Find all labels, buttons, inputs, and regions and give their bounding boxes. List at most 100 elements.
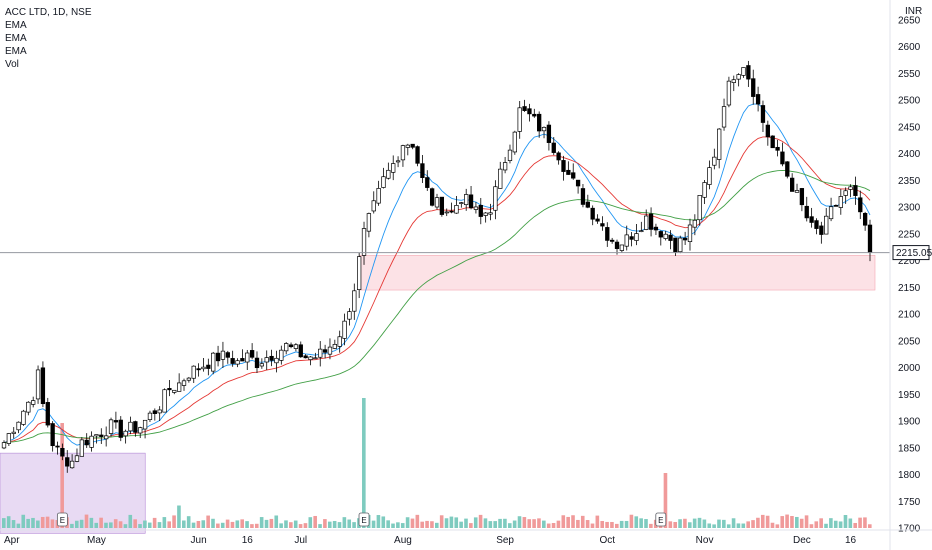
candle-body: [50, 423, 55, 447]
price-tick-label: 2150: [898, 283, 921, 294]
volume-bar: [629, 514, 634, 528]
candle-body: [6, 433, 12, 444]
volume-bar: [264, 519, 269, 528]
volume-bar: [70, 523, 74, 528]
candle-body: [760, 105, 766, 123]
volume-bar: [683, 518, 687, 528]
volume-bar: [94, 522, 99, 528]
volume-bar: [649, 523, 653, 528]
candle-body: [123, 430, 128, 437]
volume-bar: [26, 518, 30, 528]
volume-bar: [580, 515, 585, 528]
candle-body: [391, 163, 396, 173]
volume-bar: [425, 520, 429, 528]
candle-body: [264, 357, 269, 363]
candle-body: [108, 419, 114, 434]
indicator-ema-2[interactable]: EMA: [5, 33, 27, 44]
volume-bar: [342, 517, 347, 528]
candle-body: [230, 358, 235, 364]
time-axis[interactable]: Apr May Jun 16 Jul Aug Sep Oct Nov Dec 16: [0, 529, 932, 546]
candle-body: [420, 163, 425, 178]
candle-body: [201, 366, 206, 370]
candle-body: [172, 389, 177, 393]
volume-bar: [186, 516, 191, 528]
candle-body: [663, 233, 668, 239]
volume-bar: [853, 522, 858, 528]
candle-body: [337, 336, 342, 347]
price-tick-label: 1850: [898, 443, 921, 454]
candle-body: [794, 190, 800, 193]
volume-bar: [216, 523, 220, 528]
volume-bar: [478, 514, 483, 528]
volume-bar: [347, 519, 352, 528]
candle-body: [702, 182, 707, 198]
price-tick-label: 2300: [898, 203, 921, 214]
volume-bar: [571, 515, 575, 528]
candle-body: [566, 169, 571, 175]
candle-body: [682, 237, 688, 241]
volume-bar: [182, 520, 186, 528]
candle-body: [220, 350, 226, 360]
candle-body: [600, 223, 605, 227]
volume-bar: [259, 517, 264, 528]
candle-body: [478, 204, 483, 217]
candle-body: [537, 113, 542, 132]
candle-body: [867, 224, 873, 253]
volume-bar: [420, 521, 425, 528]
volume-bar: [104, 522, 108, 528]
volume-bar: [376, 515, 381, 528]
candle-body: [89, 435, 94, 448]
candle-body: [512, 131, 517, 153]
volume-bar: [459, 521, 463, 528]
candle-body: [128, 421, 133, 432]
volume-bar: [576, 519, 580, 528]
candle-body: [167, 388, 172, 391]
candle-body: [605, 227, 610, 241]
last-price-value: 2215.05: [896, 248, 932, 259]
volume-bar: [245, 521, 249, 528]
volume-bar: [449, 516, 454, 528]
volume-bar: [532, 519, 536, 528]
candle-body: [332, 344, 337, 349]
candle-body: [454, 205, 459, 214]
candle-body: [833, 205, 839, 207]
candle-body: [444, 211, 449, 214]
price-tick-label: 2600: [898, 42, 921, 53]
candle-body: [746, 65, 751, 80]
candle-body: [741, 67, 746, 76]
price-tick-label: 1800: [898, 470, 921, 481]
indicator-volume[interactable]: Vol: [5, 59, 19, 70]
volume-bar: [765, 515, 770, 528]
indicator-ema-1[interactable]: EMA: [5, 20, 27, 31]
volume-bar: [400, 523, 405, 528]
ema-fast-line: [3, 103, 871, 446]
time-tick-label: Dec: [793, 535, 811, 546]
candle-body: [848, 186, 853, 190]
volume-bar: [697, 517, 702, 528]
price-axis[interactable]: 1700 1750 1800 1850 1900 1950 2000 2050 2100 2150…: [889, 0, 921, 550]
volume-bar: [858, 517, 862, 528]
volume-bar: [303, 523, 308, 528]
volume-bar: [624, 520, 629, 528]
candle-body: [853, 185, 858, 196]
volume-bar: [615, 523, 619, 528]
candle-body: [658, 231, 663, 238]
time-tick-label: May: [87, 535, 106, 546]
price-tick-label: 2550: [898, 69, 921, 80]
candle-body: [381, 176, 386, 188]
candle-body: [751, 78, 756, 97]
volume-bar: [79, 519, 84, 528]
volume-bar: [50, 519, 55, 528]
symbol-title[interactable]: ACC LTD, 1D, NSE: [5, 7, 92, 18]
candle-body: [1, 442, 7, 449]
volume-bar: [493, 521, 497, 528]
candle-body: [804, 205, 809, 219]
price-tick-label: 1950: [898, 390, 921, 401]
candle-body: [211, 352, 216, 372]
volume-bar: [600, 520, 605, 528]
candle-body: [687, 224, 693, 242]
indicator-ema-3[interactable]: EMA: [5, 46, 27, 57]
candle-body: [488, 212, 493, 215]
candle-body: [468, 194, 474, 209]
